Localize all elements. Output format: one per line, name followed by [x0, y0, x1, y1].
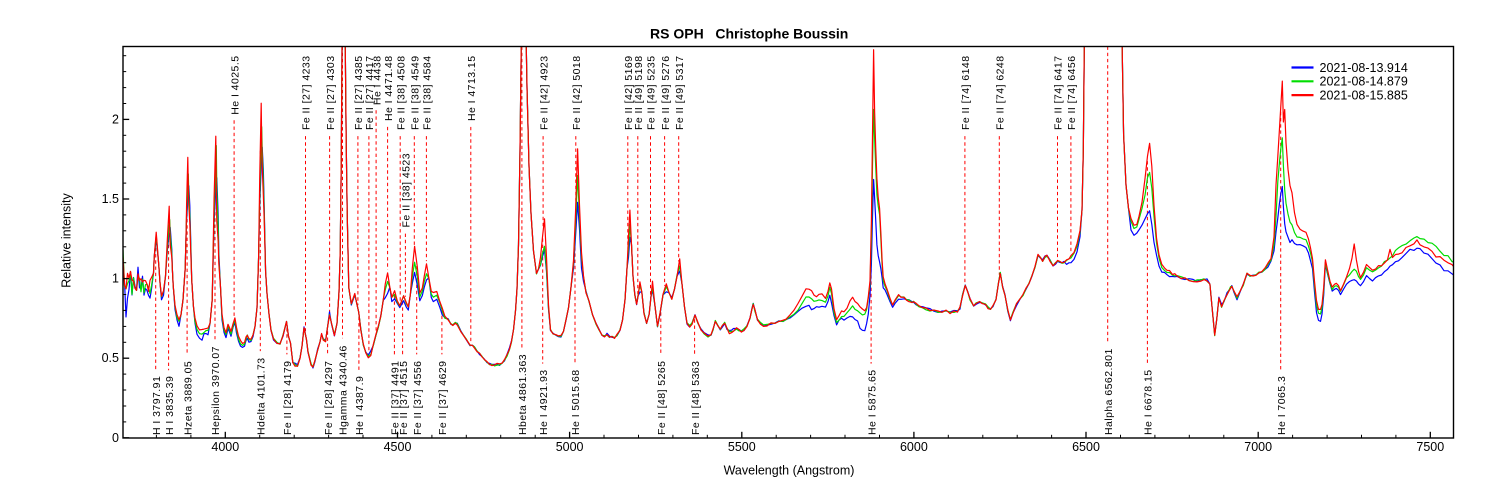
svg-text:Hbeta 4861.363: Hbeta 4861.363 [517, 354, 529, 435]
svg-text:2021-08-14.879: 2021-08-14.879 [1320, 75, 1408, 89]
svg-text:7500: 7500 [1416, 440, 1444, 454]
svg-text:Fe II [74] 6248: Fe II [74] 6248 [995, 56, 1007, 130]
svg-text:5500: 5500 [728, 440, 756, 454]
svg-text:He I 5015.68: He I 5015.68 [570, 369, 582, 435]
svg-text:Fe II [49] 5276: Fe II [49] 5276 [660, 56, 672, 130]
svg-text:Fe II [42] 5018: Fe II [42] 5018 [571, 56, 583, 130]
svg-text:5000: 5000 [556, 440, 584, 454]
svg-text:Fe II [37] 4515: Fe II [37] 4515 [398, 361, 410, 435]
svg-text:He I 4025.5: He I 4025.5 [229, 56, 241, 115]
svg-text:Hepsilon 3970.07: Hepsilon 3970.07 [210, 346, 222, 435]
svg-text:Fe II [38] 4584: Fe II [38] 4584 [422, 56, 434, 130]
svg-text:7000: 7000 [1244, 440, 1272, 454]
svg-text:He I 4471.48: He I 4471.48 [383, 56, 395, 122]
svg-text:Relative intensity: Relative intensity [60, 193, 74, 288]
svg-text:H I 3835.39: H I 3835.39 [164, 376, 176, 435]
svg-text:4500: 4500 [384, 440, 412, 454]
svg-text:Fe II [74] 6417: Fe II [74] 6417 [1053, 56, 1065, 130]
svg-text:He I 4438: He I 4438 [371, 56, 383, 106]
svg-text:Fe II [38] 4523: Fe II [38] 4523 [401, 153, 413, 227]
svg-text:0: 0 [112, 431, 119, 445]
svg-text:1: 1 [112, 272, 119, 286]
svg-text:Fe II [48] 5363: Fe II [48] 5363 [690, 361, 702, 435]
svg-text:Hzeta 3889.05: Hzeta 3889.05 [182, 361, 194, 435]
svg-text:He I 6678.15: He I 6678.15 [1143, 369, 1155, 435]
svg-text:Fe II [27] 4417: Fe II [27] 4417 [364, 56, 376, 130]
svg-text:Fe II [42] 4923: Fe II [42] 4923 [538, 56, 550, 130]
svg-text:2021-08-15.885: 2021-08-15.885 [1320, 88, 1408, 102]
svg-text:1.5: 1.5 [102, 192, 119, 206]
svg-text:Fe II [38] 4508: Fe II [38] 4508 [395, 56, 407, 130]
svg-text:2: 2 [112, 112, 119, 126]
svg-text:He I 7065.3: He I 7065.3 [1276, 376, 1288, 435]
svg-text:He I 4921.93: He I 4921.93 [538, 369, 550, 435]
svg-text:Fe II [48] 5265: Fe II [48] 5265 [656, 361, 668, 435]
svg-text:Halpha 6562.801: Halpha 6562.801 [1103, 348, 1115, 435]
svg-text:Fe II [37] 4629: Fe II [37] 4629 [437, 361, 449, 435]
svg-text:Fe II [74] 6148: Fe II [74] 6148 [960, 56, 972, 130]
svg-text:Fe II [42] 5169: Fe II [42] 5169 [623, 56, 635, 130]
svg-text:Fe II [74] 6456: Fe II [74] 6456 [1066, 56, 1078, 130]
svg-text:Fe II [49] 5198: Fe II [49] 5198 [633, 56, 645, 130]
svg-text:Fe II [27] 4385: Fe II [27] 4385 [353, 56, 365, 130]
svg-text:Fe II [28] 4179: Fe II [28] 4179 [282, 361, 294, 435]
svg-text:Fe II [38] 4549: Fe II [38] 4549 [410, 56, 422, 130]
svg-text:Fe II [27] 4303: Fe II [27] 4303 [325, 56, 337, 130]
svg-text:Fe II [27] 4233: Fe II [27] 4233 [301, 56, 313, 130]
svg-text:4000: 4000 [211, 440, 239, 454]
svg-text:Fe II [37] 4556: Fe II [37] 4556 [412, 361, 424, 435]
svg-text:2021-08-13.914: 2021-08-13.914 [1320, 61, 1408, 75]
svg-text:6000: 6000 [900, 440, 928, 454]
svg-text:6500: 6500 [1072, 440, 1100, 454]
svg-text:He I 4387.9: He I 4387.9 [354, 376, 366, 435]
svg-text:Wavelength (Angstrom): Wavelength (Angstrom) [724, 464, 855, 478]
svg-text:Fe II [28] 4297: Fe II [28] 4297 [323, 361, 335, 435]
svg-text:He I 5875.65: He I 5875.65 [866, 369, 878, 435]
svg-text:RS OPH Christophe Boussin: RS OPH Christophe Boussin [650, 26, 848, 42]
svg-text:He I 4713.15: He I 4713.15 [466, 56, 478, 122]
svg-text:H I 3797.91: H I 3797.91 [151, 376, 163, 435]
svg-text:0.5: 0.5 [102, 351, 119, 365]
svg-text:Fe II [49] 5235: Fe II [49] 5235 [646, 56, 658, 130]
svg-text:Fe II [37] 4491: Fe II [37] 4491 [390, 361, 402, 435]
svg-text:Hgamma 4340.46: Hgamma 4340.46 [338, 345, 350, 435]
svg-text:Hdelta 4101.73: Hdelta 4101.73 [256, 357, 268, 435]
svg-text:Fe II [49] 5317: Fe II [49] 5317 [674, 56, 686, 130]
